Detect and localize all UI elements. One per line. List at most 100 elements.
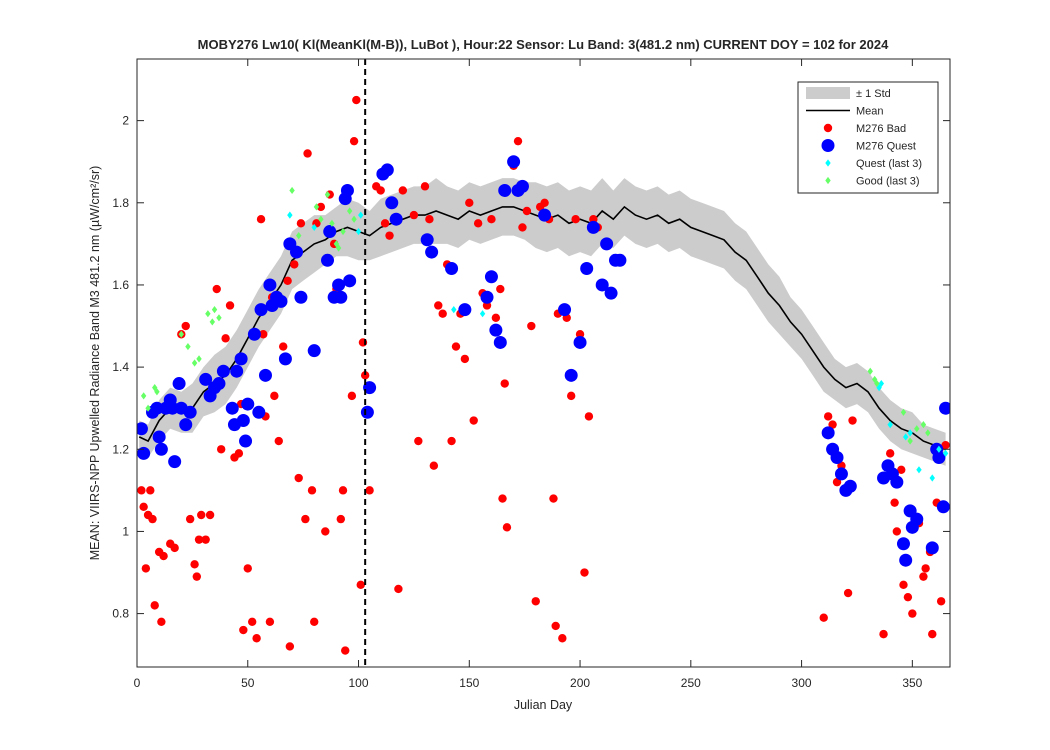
y-tick-label: 2 <box>122 114 129 128</box>
legend-label-m276-quest: M276 Quest <box>856 141 916 153</box>
point-good-last-3 <box>324 190 331 199</box>
legend: ± 1 Std Mean M276 Bad M276 Quest Quest (last… <box>797 81 939 194</box>
point-good-last-3 <box>867 367 873 375</box>
point-m276-bad <box>338 486 348 495</box>
point-m276-bad <box>828 420 837 429</box>
point-m276-quest <box>600 237 614 251</box>
point-quest-last-3 <box>287 211 293 219</box>
point-m276-bad <box>500 379 509 388</box>
point-m276-bad <box>551 621 560 631</box>
point-m276-quest <box>489 323 503 337</box>
point-m276-bad <box>336 514 346 524</box>
point-m276-bad <box>843 588 853 598</box>
point-m276-quest <box>254 303 268 317</box>
legend-box <box>797 81 939 194</box>
point-m276-bad <box>279 342 288 351</box>
point-m276-bad <box>936 597 946 606</box>
legend-label-quest-last-3: Quest (last 3) <box>856 158 922 170</box>
point-good-last-3 <box>209 318 216 326</box>
point-m276-bad <box>157 617 166 627</box>
point-m276-bad <box>823 412 833 421</box>
point-m276-bad <box>518 223 527 232</box>
point-m276-bad <box>832 477 842 487</box>
point-m276-bad <box>150 601 159 610</box>
point-m276-quest <box>294 290 308 304</box>
point-m276-quest <box>343 274 357 288</box>
y-tick-label: 1.6 <box>112 278 129 292</box>
legend-label-mean: Mean <box>856 106 884 118</box>
point-quest-last-3 <box>942 449 949 457</box>
point-m276-bad <box>394 584 403 594</box>
point-m276-bad <box>274 436 283 446</box>
y-tick-label: 1.8 <box>112 196 129 210</box>
point-m276-bad <box>270 391 279 401</box>
x-tick-label: 350 <box>902 676 922 690</box>
point-m276-quest <box>241 397 255 411</box>
point-m276-quest <box>484 270 498 284</box>
point-m276-bad <box>380 219 390 228</box>
point-m276-quest <box>334 290 348 304</box>
point-m276-bad <box>212 284 221 294</box>
point-good-last-3 <box>145 404 151 412</box>
point-m276-quest <box>936 500 950 514</box>
point-good-last-3 <box>185 342 191 351</box>
point-m276-quest <box>263 278 277 292</box>
point-m276-bad <box>420 182 430 191</box>
point-m276-quest <box>236 414 250 428</box>
point-m276-bad <box>549 494 558 503</box>
x-axis: 0 50 100 150 200 250 300 350 <box>134 59 923 690</box>
point-m276-bad <box>252 634 261 643</box>
point-m276-quest <box>564 368 578 382</box>
point-m276-quest <box>480 290 494 304</box>
point-m276-bad <box>434 301 443 310</box>
point-m276-bad <box>256 215 266 224</box>
point-m276-quest <box>168 455 182 469</box>
point-m276-quest <box>183 405 197 419</box>
point-m276-bad <box>414 436 423 446</box>
point-good-last-3 <box>178 330 185 338</box>
point-m276-quest <box>380 163 394 177</box>
point-m276-quest <box>932 450 946 464</box>
point-m276-quest <box>493 335 507 349</box>
point-m276-bad <box>540 198 549 207</box>
point-m276-bad <box>491 313 501 323</box>
point-m276-bad <box>285 642 295 651</box>
point-good-last-3 <box>313 203 320 211</box>
point-m276-quest <box>332 278 346 292</box>
point-m276-bad <box>897 465 906 475</box>
x-tick-label: 50 <box>241 676 255 690</box>
point-m276-quest <box>580 262 594 276</box>
point-m276-quest <box>445 262 459 276</box>
point-m276-bad <box>409 210 419 220</box>
legend-label-m276-bad: M276 Bad <box>856 123 906 135</box>
legend-label-1-std: ± 1 Std <box>856 88 891 100</box>
point-m276-bad <box>465 198 474 207</box>
legend-swatch-m276-bad <box>823 123 833 133</box>
point-m276-bad <box>139 502 148 511</box>
point-quest-last-3 <box>479 310 486 318</box>
point-m276-quest <box>425 245 439 259</box>
point-m276-quest <box>360 405 374 419</box>
point-m276-bad <box>558 634 567 643</box>
point-m276-bad <box>941 440 950 450</box>
point-m276-bad <box>146 486 155 495</box>
point-m276-quest <box>239 434 253 448</box>
x-tick-label: 150 <box>459 676 479 690</box>
point-quest-last-3 <box>876 384 882 392</box>
point-m276-bad <box>566 391 576 401</box>
point-good-last-3 <box>196 355 202 363</box>
point-m276-bad <box>170 543 179 553</box>
legend-label-good-last-3: Good (last 3) <box>856 176 920 188</box>
point-m276-quest <box>199 372 213 386</box>
x-tick-label: 0 <box>134 676 141 690</box>
point-m276-bad <box>498 494 507 503</box>
point-m276-bad <box>296 219 306 228</box>
y-axis-label: MEAN: VIIRS-NPP Upwelled Radiance Band M… <box>88 166 102 561</box>
point-good-last-3 <box>289 186 295 195</box>
point-m276-quest <box>595 278 609 292</box>
point-quest-last-3 <box>907 429 913 437</box>
point-m276-bad <box>398 186 408 195</box>
point-m276-bad <box>316 202 326 212</box>
point-m276-quest <box>899 553 913 567</box>
